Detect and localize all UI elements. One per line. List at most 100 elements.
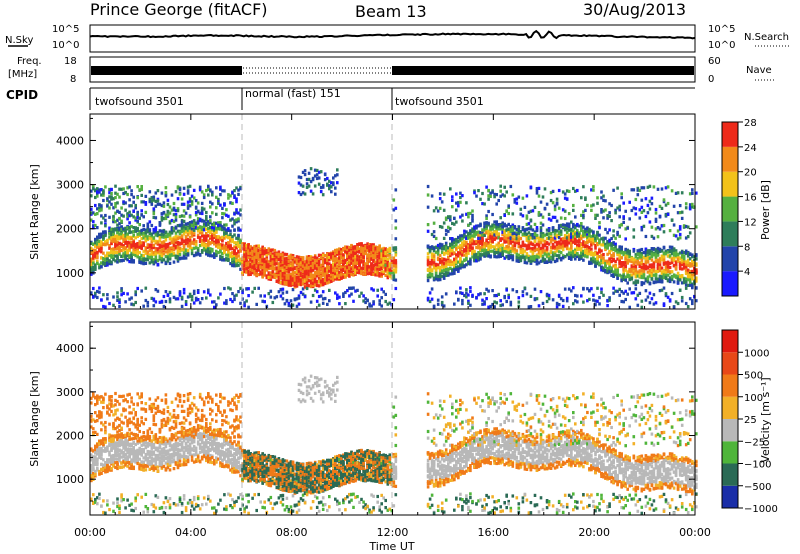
echo-cell: [356, 245, 359, 250]
echo-cell: [507, 241, 510, 245]
echo-cell: [380, 247, 383, 251]
echo-cell: [237, 250, 240, 254]
echo-cell: [229, 232, 232, 237]
echo-cell: [219, 292, 222, 296]
echo-cell: [440, 225, 444, 229]
echo-cell: [289, 283, 293, 287]
echo-cell: [473, 225, 476, 229]
echo-cell: [98, 245, 101, 249]
echo-cell: [233, 212, 236, 216]
echo-cell: [493, 195, 496, 199]
echo-cell: [136, 232, 139, 236]
echo-cell: [227, 286, 230, 290]
echo-cell: [138, 216, 141, 220]
echo-cell: [328, 187, 331, 191]
echo-cell: [215, 195, 218, 199]
echo-cell: [213, 224, 216, 228]
echo-cell: [487, 235, 490, 239]
echo-cell: [94, 203, 97, 208]
echo-cell: [170, 208, 174, 212]
echo-cell: [457, 251, 460, 255]
echo-cell: [428, 268, 432, 273]
echo-cell: [221, 256, 224, 260]
echo-cell: [465, 230, 468, 234]
echo-cell: [372, 255, 375, 259]
echo-cell: [281, 278, 285, 282]
echo-cell: [215, 206, 218, 210]
echo-cell: [202, 243, 206, 248]
echo-cell: [233, 194, 236, 198]
echo-cell: [188, 215, 192, 219]
echo-cell: [108, 206, 111, 210]
echo-cell: [475, 226, 478, 230]
echo-cell: [180, 223, 184, 227]
echo-cell: [104, 254, 107, 258]
echo-cell: [126, 225, 129, 229]
echo-cell: [523, 249, 527, 253]
echo-cell: [281, 297, 285, 301]
echo-cell: [198, 188, 202, 192]
echo-cell: [188, 225, 192, 230]
echo-cell: [225, 246, 228, 250]
echo-cell: [438, 266, 442, 270]
echo-cell: [473, 191, 476, 195]
echo-cell: [364, 272, 367, 276]
echo-cell: [315, 168, 319, 173]
echo-cell: [301, 184, 305, 188]
echo-cell: [172, 206, 176, 210]
echo-cell: [479, 238, 482, 242]
echo-cell: [499, 299, 502, 303]
echo-cell: [104, 256, 107, 260]
echo-cell: [495, 193, 498, 197]
echo-cell: [515, 197, 519, 201]
echo-cell: [257, 286, 260, 290]
echo-cell: [116, 218, 119, 222]
echo-cell: [360, 266, 363, 270]
echo-cell: [209, 247, 212, 251]
echo-cell: [430, 297, 434, 301]
echo-cell: [348, 262, 351, 267]
echo-cell: [144, 261, 148, 265]
echo-cell: [92, 286, 95, 291]
echo-cell: [432, 257, 436, 262]
echo-cell: [267, 292, 271, 296]
echo-cell: [317, 294, 321, 299]
echo-cell: [231, 264, 234, 268]
echo-cell: [140, 209, 143, 213]
echo-cell: [98, 239, 101, 243]
echo-cell: [227, 258, 230, 262]
echo-cell: [160, 241, 164, 245]
echo-cell: [362, 255, 365, 260]
echo-cell: [219, 237, 222, 241]
echo-cell: [205, 237, 208, 241]
echo-cell: [426, 259, 430, 263]
echo-cell: [251, 290, 254, 294]
echo-cell: [269, 264, 273, 268]
echo-cell: [279, 287, 283, 292]
echo-cell: [217, 201, 220, 205]
echo-cell: [152, 211, 156, 216]
echo-cell: [120, 219, 123, 223]
echo-cell: [126, 186, 129, 190]
echo-cell: [485, 214, 488, 218]
echo-cell: [350, 286, 353, 290]
echo-cell: [205, 247, 208, 251]
echo-cell: [481, 228, 484, 232]
echo-cell: [146, 235, 150, 239]
echo-cell: [281, 281, 285, 285]
echo-cell: [442, 266, 446, 270]
echo-cell: [430, 253, 434, 258]
echo-cell: [451, 221, 454, 226]
echo-cell: [152, 231, 156, 235]
echo-cell: [100, 208, 103, 212]
echo-cell: [174, 225, 178, 229]
echo-cell: [196, 227, 200, 231]
echo-cell: [186, 253, 190, 257]
echo-cell: [237, 241, 240, 245]
echo-cell: [430, 194, 434, 198]
echo-cell: [196, 248, 200, 252]
echo-cell: [182, 243, 186, 247]
echo-cell: [330, 277, 333, 281]
echo-cell: [287, 303, 291, 308]
echo-cell: [172, 213, 176, 217]
